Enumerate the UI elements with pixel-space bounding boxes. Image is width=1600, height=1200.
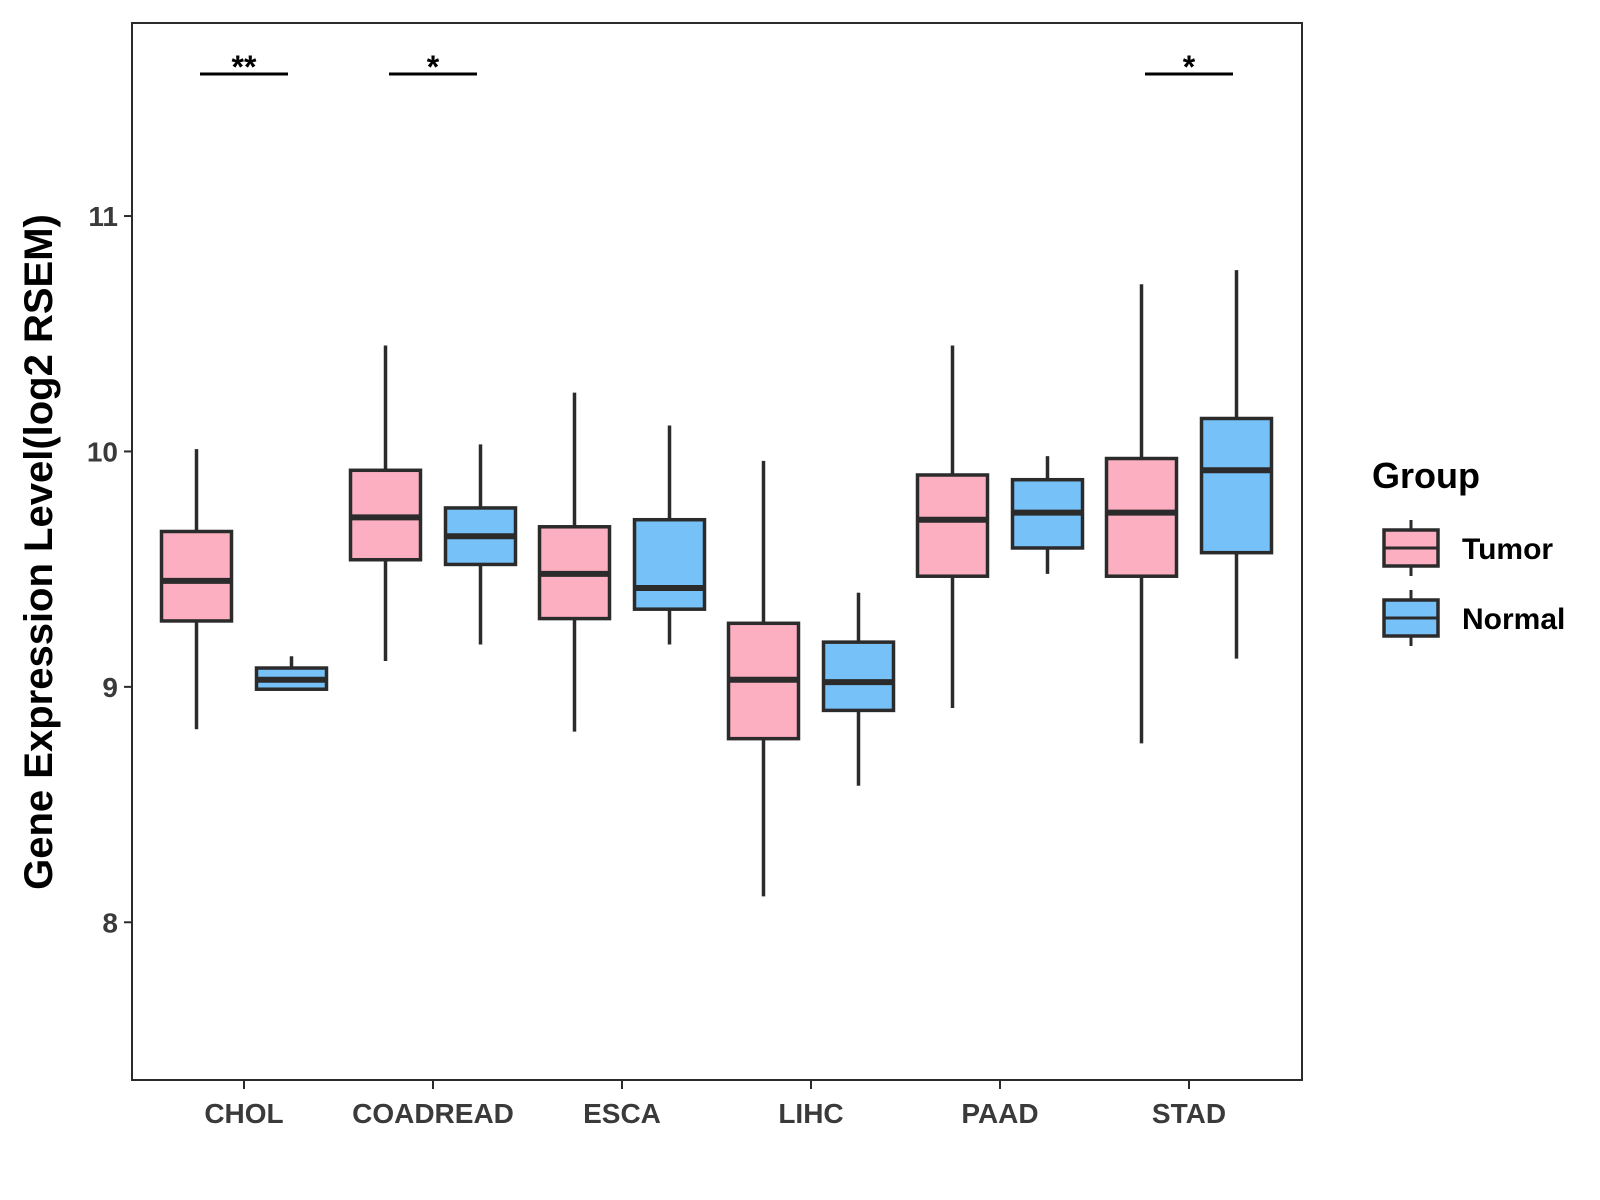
x-tick-label: LIHC [778,1098,843,1129]
box-iqr [1104,456,1179,578]
box-normal-stad [1199,270,1274,659]
plot-area: ** * * [131,22,1303,1081]
y-axis: 8 9 10 11 [87,201,132,938]
box-tumor-paad [915,345,990,709]
box-iqr [1199,416,1274,555]
box-normal-paad [1010,456,1085,574]
box-iqr [821,640,896,713]
y-tick-label: 9 [102,672,118,703]
significance-label: * [427,49,440,85]
y-tick-label: 8 [102,907,118,938]
legend-title: Group [1372,455,1480,496]
x-tick-label: CHOL [204,1098,283,1129]
box-normal-esca [632,425,707,645]
x-axis: CHOL COADREAD ESCA LIHC PAAD STAD [204,1080,1226,1129]
x-tick-label: STAD [1152,1098,1226,1129]
box-iqr [159,529,234,623]
y-tick-label: 11 [88,201,118,232]
y-axis-title: Gene Expression Level(log2 RSEM) [17,214,61,890]
legend-key-tumor [1382,520,1440,576]
significance-label: * [1183,49,1196,85]
box-iqr [915,473,990,578]
legend-label-normal: Normal [1462,603,1565,636]
y-tick-label: 10 [87,436,118,467]
box-normal-lihc [821,592,896,786]
box-normal-chol [254,656,329,691]
x-tick-label: PAAD [961,1098,1038,1129]
legend-label-tumor: Tumor [1462,533,1553,566]
box-normal-coadread [443,444,518,645]
box-tumor-esca [537,392,612,732]
box-tumor-coadread [348,345,423,661]
significance-label: ** [232,49,257,85]
panel-border [131,22,1303,1081]
box-tumor-lihc [726,460,801,897]
legend-key-normal [1382,590,1440,646]
legend: Group Tumor Normal [1372,455,1565,646]
box-tumor-chol [159,449,234,730]
box-iqr [632,517,707,611]
box-tumor-stad [1104,284,1179,744]
x-tick-label: COADREAD [352,1098,514,1129]
x-tick-label: ESCA [583,1098,661,1129]
